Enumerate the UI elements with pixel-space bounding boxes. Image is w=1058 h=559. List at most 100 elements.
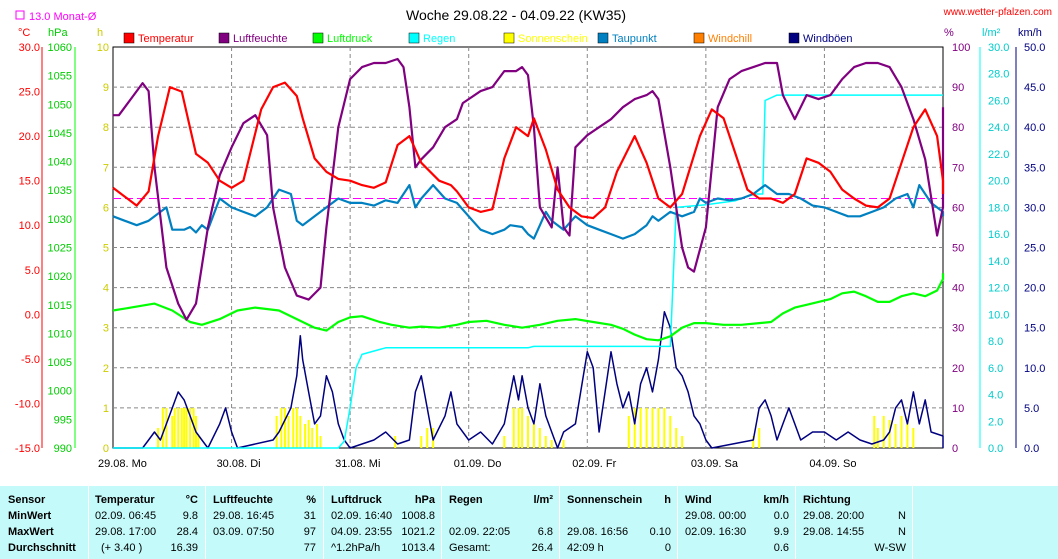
series-sonnenschein-bar: [669, 415, 672, 448]
axis-ticks: 30.025.020.015.010.05.00.0-5.0-10.0-15.0…: [15, 42, 1046, 455]
stats-press-avg: 1013.4: [401, 542, 435, 554]
stats-col-sensor: Sensor MinWert MaxWert Durchschnitt: [0, 486, 88, 559]
stats-dir-header: Richtung: [803, 494, 851, 506]
series-sonnenschein-bar: [287, 415, 290, 448]
rain-tick-label: 26.0: [988, 95, 1009, 107]
pressure-tick-label: 1020: [48, 271, 72, 283]
series-sonnenschein-bar: [177, 407, 180, 448]
stats-temp-min: 9.8: [182, 510, 198, 522]
series-sonnenschein-bar: [173, 407, 176, 448]
humidity-tick-label: 30: [952, 323, 964, 335]
legend-swatch: [123, 32, 135, 44]
stats-col-luftfeuchte: Luftfeuchte % 29.08. 16:45 31 03.09. 07:…: [205, 486, 324, 559]
humidity-tick-label: 50: [952, 243, 964, 255]
stats-press-trend: ^1.2hPa/h: [331, 542, 381, 554]
wind-tick-label: 20.0: [1024, 283, 1045, 295]
temp-tick-label: 30.0: [19, 42, 40, 54]
series-sonnenschein-bar: [888, 419, 891, 448]
pressure-tick-label: 1010: [48, 328, 72, 340]
series-sonnenschein-bar: [912, 427, 915, 448]
series-sonnenschein-bar: [651, 407, 654, 448]
series-sonnenschein-bar: [538, 427, 541, 448]
statistics-table: Sensor MinWert MaxWert Durchschnitt Temp…: [0, 486, 1058, 559]
pressure-tick-label: 1015: [48, 300, 72, 312]
wind-tick-label: 0.0: [1024, 443, 1039, 455]
series-sonnenschein-bar: [627, 415, 630, 448]
stats-wind-min: 0.0: [773, 510, 789, 522]
stats-press-max: 1021.2: [401, 526, 435, 538]
series-sonnenschein-bar: [645, 407, 648, 448]
x-axis-labels: 29.08. Mo 30.08. Di 31.08. Mi 01.09. Do 02.0…: [98, 458, 857, 470]
series-sonnenschein-bar: [185, 407, 188, 448]
pressure-tick-label: 1005: [48, 357, 72, 369]
series-sonnenschein-bar: [189, 407, 192, 448]
x-axis-label: 29.08. Mo: [98, 458, 147, 470]
stats-dir-min-when: 29.08. 20:00: [803, 510, 865, 522]
series-sonnenschein-bar: [311, 427, 314, 448]
stats-wind-min-when: 29.08. 00:00: [685, 510, 747, 522]
series-lines: [112, 57, 945, 449]
series-sonnenschein-bar: [295, 407, 298, 448]
sun-tick-label: 3: [103, 323, 109, 335]
temp-tick-label: -5.0: [21, 354, 40, 366]
series-sonnenschein-bar: [544, 435, 547, 448]
stats-press-min: 1008.8: [401, 510, 435, 522]
rain-tick-label: 16.0: [988, 229, 1009, 241]
series-sonnenschein-bar: [663, 407, 666, 448]
stats-row-min: MinWert: [8, 510, 52, 522]
rain-tick-label: 0.0: [988, 443, 1003, 455]
unit-humidity: %: [944, 27, 954, 39]
pressure-tick-label: 1035: [48, 185, 72, 197]
series-sonnenschein-bar: [426, 427, 429, 448]
series-sonnenschein-bar: [681, 435, 684, 448]
humidity-tick-label: 0: [952, 443, 958, 455]
series-sonnenschein-bar: [562, 439, 565, 448]
temp-tick-label: -10.0: [15, 398, 40, 410]
rain-tick-label: 18.0: [988, 202, 1009, 214]
stats-wind-avg: 0.6: [773, 542, 789, 554]
stats-temp-avg: 16.39: [170, 542, 198, 554]
legend-swatch: [218, 32, 230, 44]
series-sonnenschein-bar: [171, 415, 174, 448]
stats-hum-header: Luftfeuchte: [213, 494, 273, 506]
series-sonnenschein-bar: [161, 407, 164, 448]
stats-press-header: Luftdruck: [331, 494, 382, 506]
stats-press-min-when: 02.09. 16:40: [331, 510, 393, 522]
stats-rain-max-when: 02.09. 22:05: [449, 526, 511, 538]
series-sonnenschein-bar: [183, 407, 186, 448]
stats-sun-max: 0.10: [649, 526, 671, 538]
legend-swatch: [503, 32, 515, 44]
wind-tick-label: 35.0: [1024, 162, 1045, 174]
stats-sun-total: 0: [664, 542, 671, 554]
temp-tick-label: 0.0: [25, 309, 40, 321]
humidity-tick-label: 60: [952, 202, 964, 214]
pressure-tick-label: 1000: [48, 386, 72, 398]
stats-temp-header: Temperatur: [95, 494, 155, 506]
humidity-tick-label: 80: [952, 122, 964, 134]
site-link[interactable]: www.wetter-pfalzen.com: [943, 7, 1052, 18]
temp-tick-label: 20.0: [19, 131, 40, 143]
legend-label: Taupunkt: [612, 33, 657, 45]
sun-tick-label: 7: [103, 162, 109, 174]
stats-press-unit: hPa: [414, 494, 435, 506]
series-sonnenschein-bar: [758, 427, 761, 448]
sun-tick-label: 10: [97, 42, 109, 54]
stats-dir-avg: W-SW: [874, 542, 906, 554]
pressure-tick-label: 1045: [48, 128, 72, 140]
stats-col-temperatur: Temperatur °C 02.09. 06:45 9.8 29.08. 17…: [88, 486, 206, 559]
stats-col-sonnenschein: Sonnenschein h 29.08. 16:56 0.10 42:09 h…: [559, 486, 678, 559]
series-sonnenschein-bar: [319, 435, 322, 448]
legend-label: Luftfeuchte: [233, 33, 287, 45]
temp-tick-label: 15.0: [19, 176, 40, 188]
x-axis-label: 30.08. Di: [217, 458, 261, 470]
legend-swatch: [693, 32, 705, 44]
series-sonnenschein-bar: [657, 407, 660, 448]
series-temperatur-line: [112, 81, 945, 220]
rain-tick-label: 10.0: [988, 309, 1009, 321]
stats-sun-header: Sonnenschein: [567, 494, 643, 506]
legend-label: Luftdruck: [327, 33, 373, 45]
series-luftdruck-line: [112, 273, 945, 342]
humidity-tick-label: 40: [952, 283, 964, 295]
humidity-tick-label: 10: [952, 403, 964, 415]
rain-tick-label: 30.0: [988, 42, 1009, 54]
